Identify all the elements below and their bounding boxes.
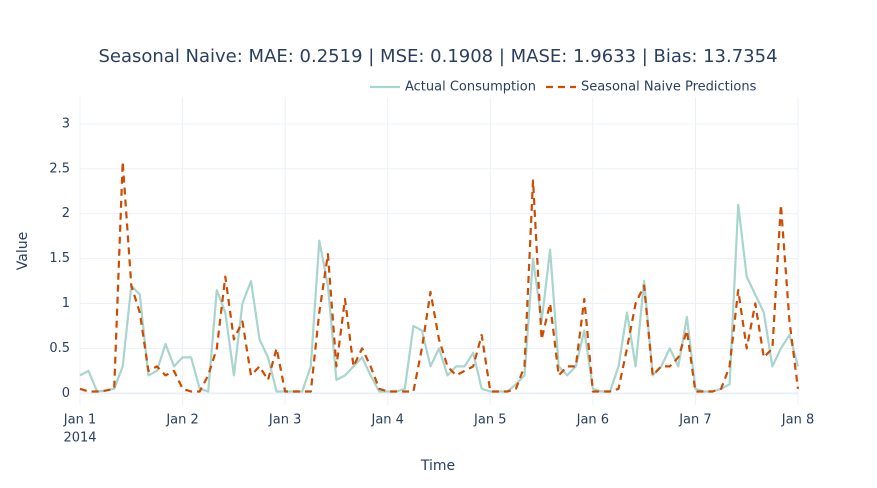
x-tick-label: Jan 6 (576, 413, 609, 428)
y-tick-label: 0 (62, 386, 70, 401)
x-year-label: 2014 (63, 431, 96, 446)
x-tick-label: Jan 1 (63, 413, 96, 428)
y-tick-label: 0.5 (49, 341, 70, 356)
y-tick-label: 3 (62, 116, 70, 131)
x-tick-label: Jan 2 (165, 413, 198, 428)
x-tick-label: Jan 4 (370, 413, 403, 428)
y-tick-label: 2 (62, 206, 70, 221)
legend-label: Actual Consumption (405, 80, 536, 95)
x-tick-label: Jan 5 (473, 413, 506, 428)
x-tick-label: Jan 7 (678, 413, 711, 428)
y-tick-label: 1 (62, 296, 70, 311)
line (79, 160, 800, 393)
x-tick-label: Jan 8 (781, 413, 814, 428)
y-axis-title: Value (15, 232, 31, 270)
y-tick-label: 2.5 (49, 161, 70, 176)
x-axis-title: Time (420, 458, 455, 474)
legend-label: Seasonal Naive Predictions (581, 80, 757, 95)
y-tick-label: 1.5 (49, 251, 70, 266)
x-tick-label: Jan 3 (268, 413, 301, 428)
line (79, 203, 800, 393)
chart-title: Seasonal Naive: MAE: 0.2519 | MSE: 0.190… (98, 46, 777, 67)
